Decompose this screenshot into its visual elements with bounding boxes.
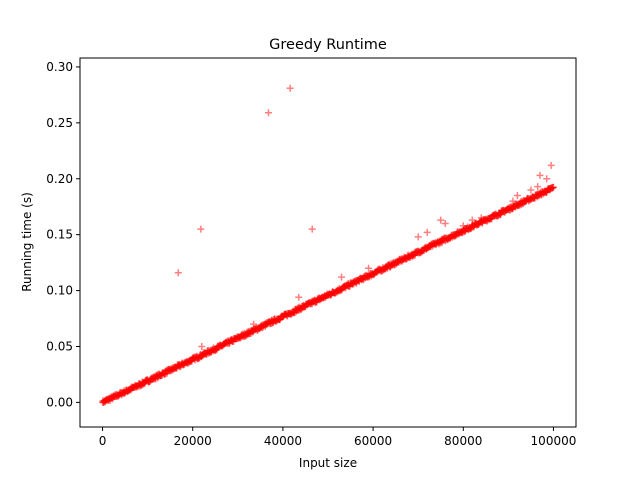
y-tick-label: 0.10 — [46, 284, 73, 298]
data-point — [308, 225, 316, 233]
x-axis: 0 20000 40000 60000 80000 100000 — [99, 427, 577, 448]
data-point — [264, 109, 272, 117]
plot-frame — [79, 57, 577, 428]
x-tick-label: 40000 — [264, 434, 302, 448]
y-tick-label: 0.30 — [46, 60, 73, 74]
data-point — [513, 192, 521, 200]
y-axis: 0.00 0.05 0.10 0.15 0.20 0.25 0.30 — [46, 60, 80, 409]
data-point — [547, 161, 555, 169]
data-point — [441, 219, 449, 227]
data-point — [414, 233, 422, 241]
data-point — [295, 293, 303, 301]
x-tick-label: 100000 — [531, 434, 577, 448]
x-axis-label: Input size — [299, 456, 357, 470]
y-tick-label: 0.00 — [46, 395, 73, 409]
y-tick-label: 0.15 — [46, 228, 73, 242]
data-point — [543, 175, 551, 183]
data-point — [286, 84, 294, 92]
data-points — [99, 84, 557, 406]
data-point — [423, 228, 431, 236]
data-point — [527, 186, 535, 194]
data-point — [459, 222, 467, 230]
data-point — [250, 320, 258, 328]
x-tick-label: 60000 — [354, 434, 392, 448]
x-tick-label: 0 — [99, 434, 107, 448]
y-tick-label: 0.25 — [46, 116, 73, 130]
data-point — [197, 225, 205, 233]
data-point — [549, 183, 557, 191]
y-tick-label: 0.20 — [46, 172, 73, 186]
y-tick-label: 0.05 — [46, 339, 73, 353]
x-tick-label: 80000 — [444, 434, 482, 448]
x-tick-label: 20000 — [174, 434, 212, 448]
chart-title: Greedy Runtime — [269, 37, 387, 53]
data-point — [365, 264, 373, 272]
data-point — [477, 214, 485, 222]
data-point — [437, 216, 445, 224]
data-point — [338, 273, 346, 281]
data-point — [198, 342, 206, 350]
data-point — [536, 171, 544, 179]
data-point — [174, 269, 182, 277]
data-point — [534, 183, 542, 191]
data-point — [509, 197, 517, 205]
data-point — [468, 216, 476, 224]
y-axis-label: Running time (s) — [20, 192, 34, 292]
